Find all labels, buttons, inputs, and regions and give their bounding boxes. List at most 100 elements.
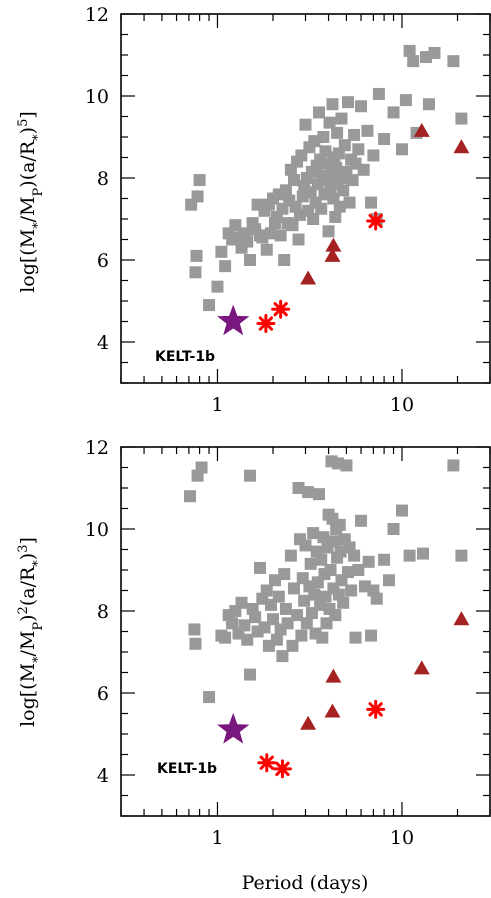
x-tick-label: 1 — [211, 827, 223, 849]
planet-square-marker — [329, 210, 342, 223]
planet-square-marker — [211, 280, 224, 293]
planet-square-marker — [372, 87, 385, 100]
planet-square-marker — [348, 128, 361, 141]
planet-square-marker — [312, 106, 325, 119]
planet-square-marker — [184, 490, 197, 503]
planet-square-marker — [291, 609, 304, 622]
planet-square-marker — [238, 619, 251, 632]
planet-square-marker — [268, 574, 281, 587]
planet-square-marker — [422, 98, 435, 111]
planet-asterisk-marker — [366, 211, 386, 231]
y-tick-label: 12 — [85, 437, 109, 459]
planet-square-marker — [355, 100, 368, 113]
planet-triangle-marker — [300, 715, 317, 730]
planet-square-marker — [193, 174, 206, 187]
y-tick-label: 8 — [97, 601, 109, 623]
planet-triangle-marker — [413, 122, 430, 137]
planet-square-marker — [278, 568, 291, 581]
planet-square-marker — [324, 564, 337, 576]
planet-square-marker — [342, 566, 355, 579]
planet-square-marker — [249, 611, 262, 624]
planet-square-marker — [337, 184, 350, 197]
planet-square-marker — [403, 44, 416, 57]
planet-square-marker — [267, 613, 280, 626]
planet-square-marker — [219, 631, 232, 644]
planet-square-marker — [229, 219, 242, 232]
planet-square-marker — [337, 596, 350, 609]
planet-square-marker — [316, 631, 329, 644]
planet-square-marker — [361, 124, 374, 137]
planet-square-marker — [370, 592, 383, 605]
planet-square-marker — [348, 549, 361, 562]
kelt1b-annotation-top: KELT-1b — [155, 349, 215, 365]
planet-square-marker — [203, 691, 216, 704]
planet-triangle-marker — [413, 660, 430, 675]
planet-square-marker — [352, 143, 365, 156]
planet-square-marker — [226, 617, 239, 630]
planet-square-marker — [382, 574, 395, 587]
planet-square-marker — [447, 459, 460, 472]
planet-square-marker — [308, 588, 321, 601]
data-points-bottom — [184, 455, 470, 779]
planet-square-marker — [274, 229, 287, 242]
planet-triangle-marker — [453, 139, 470, 154]
planet-square-marker — [288, 174, 301, 187]
planet-square-marker — [395, 504, 408, 517]
planet-square-marker — [260, 584, 273, 597]
planet-square-marker — [357, 163, 370, 176]
planet-square-marker — [276, 650, 289, 663]
planet-square-marker — [326, 98, 339, 111]
x-tick-label: 1 — [211, 394, 223, 416]
planet-square-marker — [455, 112, 468, 125]
planet-square-marker — [416, 547, 429, 560]
planet-square-marker — [307, 213, 320, 225]
planet-square-marker — [295, 629, 308, 642]
planet-square-marker — [315, 553, 328, 566]
planet-square-marker — [304, 557, 317, 570]
planet-square-marker — [215, 245, 228, 258]
planet-square-marker — [312, 488, 325, 501]
planet-square-marker — [349, 631, 362, 644]
planet-square-marker — [403, 549, 416, 562]
kelt1b-star-marker — [217, 304, 250, 336]
planet-square-marker — [315, 202, 328, 215]
planet-square-marker — [253, 561, 266, 574]
planet-square-marker — [399, 94, 412, 107]
planet-triangle-marker — [325, 237, 342, 252]
planet-square-marker — [352, 564, 365, 576]
planet-square-marker — [286, 219, 299, 232]
planet-square-marker — [329, 609, 342, 622]
planet-square-marker — [317, 531, 330, 544]
planet-square-marker — [300, 617, 313, 630]
planet-asterisk-marker — [272, 759, 292, 779]
planet-square-marker — [279, 184, 292, 197]
planet-square-marker — [299, 539, 312, 552]
planet-asterisk-marker — [366, 699, 386, 719]
tick-marks-bottom: 1 10 4 6 8 10 12 — [85, 437, 491, 849]
planet-triangle-marker — [324, 703, 341, 718]
planet-square-marker — [190, 249, 203, 262]
planet-square-marker — [288, 582, 301, 595]
planet-square-marker — [298, 594, 311, 607]
planet-square-marker — [281, 617, 294, 630]
planet-triangle-marker — [300, 270, 317, 285]
planet-square-marker — [219, 260, 232, 273]
kelt1b-star-marker — [217, 712, 250, 744]
planet-square-marker — [302, 486, 315, 499]
planet-asterisk-marker — [257, 753, 277, 773]
planet-square-marker — [235, 596, 248, 609]
planet-square-marker — [308, 135, 321, 148]
planet-triangle-marker — [324, 247, 341, 262]
planet-square-marker — [333, 518, 346, 531]
planet-square-marker — [447, 55, 460, 68]
planet-square-marker — [243, 469, 256, 482]
data-points-top — [185, 44, 470, 336]
planet-triangle-marker — [325, 668, 342, 683]
y-axis-title-bottom: log[(M*/MP)2(a/R*)3] — [16, 537, 46, 727]
y-tick-label: 4 — [97, 332, 109, 354]
planet-square-marker — [333, 200, 346, 213]
y-tick-label: 6 — [97, 250, 109, 272]
planet-square-marker — [299, 118, 312, 131]
